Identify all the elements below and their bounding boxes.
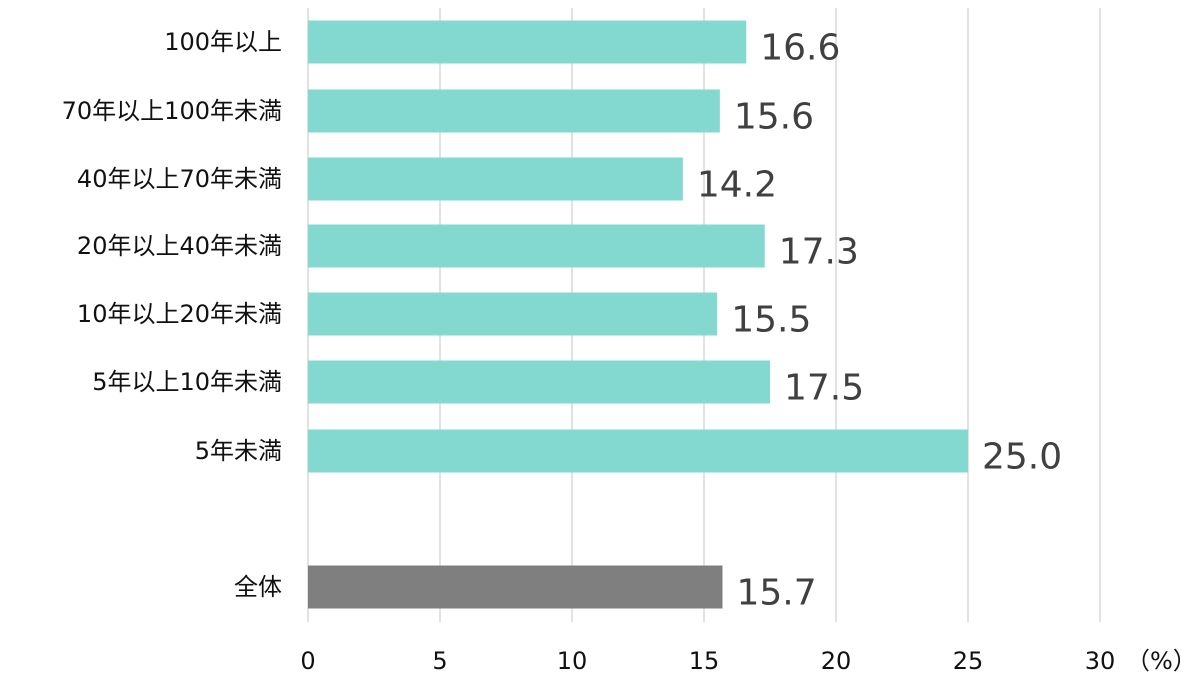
value-label-0: 16.6 xyxy=(760,28,840,69)
tick-label-25: 25 xyxy=(953,647,984,675)
bar-4 xyxy=(308,292,718,336)
tick-label-5: 5 xyxy=(432,647,447,675)
bars xyxy=(308,20,968,609)
tick-label-30: 30 xyxy=(1085,647,1116,675)
category-label-4: 10年以上20年未満 xyxy=(77,300,282,328)
category-label-7: 全体 xyxy=(234,573,282,601)
value-label-6: 25.0 xyxy=(982,437,1062,478)
bar-2 xyxy=(308,157,683,201)
bar-6 xyxy=(308,429,968,473)
value-label-3: 17.3 xyxy=(779,232,859,273)
value-label-2: 14.2 xyxy=(697,165,777,206)
tick-label-10: 10 xyxy=(557,647,588,675)
category-label-0: 100年以上 xyxy=(164,28,282,56)
value-labels: 16.6 15.6 14.217.3 15.5 17.5 25.0 15.7 xyxy=(697,28,1062,614)
bar-1 xyxy=(308,89,720,133)
bar-0 xyxy=(308,20,747,64)
value-label-4: 15.5 xyxy=(731,300,811,341)
category-label-3: 20年以上40年未満 xyxy=(77,232,282,260)
bar-3 xyxy=(308,224,765,268)
value-label-7: 15.7 xyxy=(736,573,816,614)
value-label-1: 15.6 xyxy=(734,97,814,138)
tick-labels: 0 5 10 15 20 25 30 xyxy=(300,647,1115,675)
category-label-2: 40年以上70年未満 xyxy=(77,165,282,193)
bar-7 xyxy=(308,565,723,609)
category-label-5: 5年以上10年未満 xyxy=(92,368,282,396)
category-label-6: 5年未満 xyxy=(195,437,282,465)
value-label-5: 17.5 xyxy=(784,368,864,409)
tick-label-20: 20 xyxy=(821,647,852,675)
x-axis-unit-label: （%） xyxy=(1126,647,1197,675)
tick-label-0: 0 xyxy=(300,647,315,675)
category-labels: 100年以上 70年以上100年未満 40年以上70年未満 20年以上40年未満 10年… xyxy=(62,28,282,601)
bar-5 xyxy=(308,360,770,404)
category-label-1: 70年以上100年未満 xyxy=(62,97,282,125)
tick-label-15: 15 xyxy=(689,647,720,675)
